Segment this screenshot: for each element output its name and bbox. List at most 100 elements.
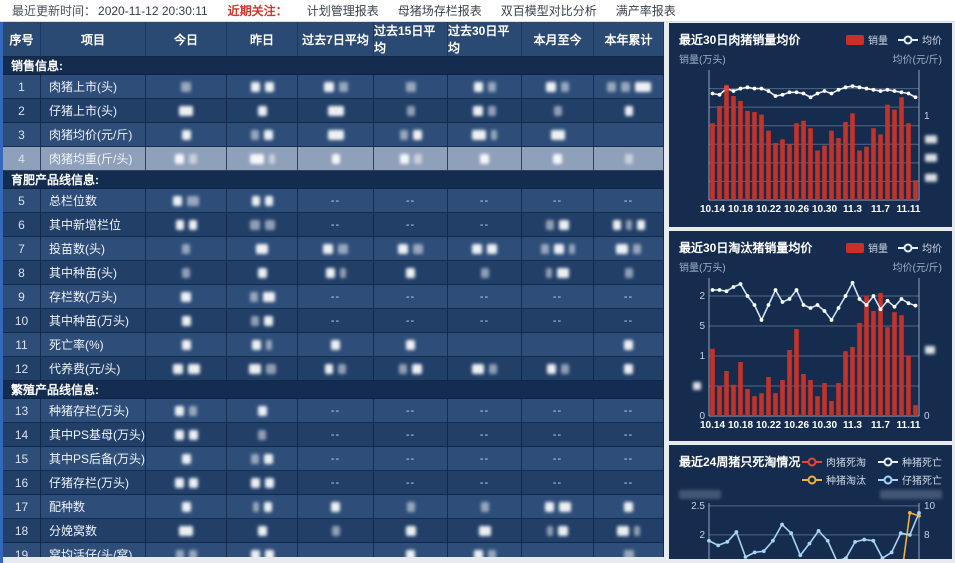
redacted-value-block — [398, 243, 408, 254]
redacted-value-block — [617, 525, 629, 536]
cell-item: 配种数 — [41, 495, 146, 519]
cell-mtd — [522, 495, 594, 519]
table-row[interactable]: 4 肉猪均重(斤/头) — [3, 147, 664, 171]
chart-card-head: 最近30日肉猪销量均价 销量 均价 — [679, 29, 942, 48]
legend-item-仔猪死亡[interactable]: 仔猪死亡 — [878, 472, 942, 487]
legend-item-均价[interactable]: 均价 — [898, 32, 942, 47]
legend-item-种猪淘汰[interactable]: 种猪淘汰 — [802, 472, 866, 487]
svg-text:10.22: 10.22 — [756, 204, 781, 215]
redacted-value-block — [406, 501, 415, 512]
cell-no: 6 — [3, 213, 41, 237]
cell-ytd — [594, 495, 664, 519]
redacted-dash: -- — [405, 290, 416, 303]
svg-text:8: 8 — [924, 530, 930, 541]
redacted-dash: -- — [330, 290, 341, 303]
table-row[interactable]: 7 投苗数(头) — [3, 237, 664, 261]
table-row[interactable]: 9 存栏数(万头) -- -- -- -- -- — [3, 285, 664, 309]
cell-mtd — [522, 333, 594, 357]
redacted-dash: -- — [479, 290, 490, 303]
update-time-label: 最近更新时间： — [12, 4, 97, 18]
redacted-value-block — [268, 153, 275, 164]
cell-no: 11 — [3, 333, 41, 357]
left-axis-title-redacted — [679, 490, 721, 499]
redacted-value-block — [568, 243, 575, 254]
svg-text:11.7: 11.7 — [871, 204, 890, 215]
cell-no: 17 — [3, 495, 41, 519]
cell-no: 8 — [3, 261, 41, 285]
redacted-dash: -- — [552, 404, 563, 417]
redacted-value-block — [553, 243, 564, 254]
cell-yesterday — [227, 333, 298, 357]
cell-no: 16 — [3, 471, 41, 495]
redacted-value-block — [264, 477, 274, 488]
cell-avg15: -- — [374, 309, 448, 333]
column-header-avg30: 过去30日平均 — [448, 22, 522, 57]
cell-item: 存栏数(万头) — [41, 285, 146, 309]
legend-item-销量[interactable]: 销量 — [846, 32, 888, 47]
legend-item-销量[interactable]: 销量 — [846, 240, 888, 255]
svg-text:10.30: 10.30 — [812, 420, 837, 431]
table-row[interactable]: 10 其中种苗(万头) -- -- -- -- -- — [3, 309, 664, 333]
redacted-value-block — [325, 267, 335, 278]
redacted-value-block — [553, 105, 562, 116]
cell-mtd — [522, 357, 594, 381]
cell-item: 肉猪上市(头) — [41, 75, 146, 99]
svg-text:10.26: 10.26 — [784, 204, 809, 215]
table-row[interactable]: 11 死亡率(%) — [3, 333, 664, 357]
cell-ytd: -- — [594, 189, 664, 213]
table-row[interactable]: 17 配种数 — [3, 495, 664, 519]
cell-today — [146, 285, 227, 309]
table-row[interactable]: 6 其中新增栏位 -- -- -- — [3, 213, 664, 237]
table-row[interactable]: 3 肉猪均价(元/斤) — [3, 123, 664, 147]
cell-item: 肉猪均重(斤/头) — [41, 147, 146, 171]
legend-item-种猪死亡[interactable]: 种猪死亡 — [878, 454, 942, 469]
cell-avg30: -- — [448, 447, 522, 471]
cell-item: 肉猪均价(元/斤) — [41, 123, 146, 147]
topbar-link-3[interactable]: 双百模型对比分析 — [500, 4, 597, 18]
table-row[interactable]: 2 仔猪上市(头) — [3, 99, 664, 123]
table-row[interactable]: 18 分娩窝数 — [3, 519, 664, 543]
table-row[interactable]: 8 其中种苗(头) — [3, 261, 664, 285]
column-header-avg7: 过去7日平均 — [298, 22, 374, 57]
table-row[interactable]: 16 仔猪存栏(万头) -- -- -- -- -- — [3, 471, 664, 495]
cell-no: 12 — [3, 357, 41, 381]
table-row[interactable]: 5 总栏位数 -- -- -- -- -- — [3, 189, 664, 213]
table-row[interactable]: 12 代养费(元/头) — [3, 357, 664, 381]
cell-today — [146, 75, 227, 99]
redacted-value-block — [331, 501, 340, 512]
redacted-value-block — [625, 219, 632, 230]
redacted-value-block — [252, 501, 259, 512]
redacted-value-block — [480, 267, 489, 278]
redacted-dash: -- — [552, 452, 563, 465]
cell-ytd: -- — [594, 309, 664, 333]
redacted-value-block — [487, 243, 497, 254]
redacted-value-block — [250, 549, 260, 557]
legend-item-肉猪死淘[interactable]: 肉猪死淘 — [802, 454, 866, 469]
cell-avg15: -- — [374, 189, 448, 213]
axis-labels-row — [679, 490, 942, 499]
topbar-link-1[interactable]: 计划管理报表 — [306, 4, 379, 18]
cell-item: 其中种苗(万头) — [41, 309, 146, 333]
redacted-value-block — [181, 315, 191, 326]
cell-mtd — [522, 543, 594, 557]
redacted-value-block — [264, 81, 274, 92]
table-row[interactable]: 1 肉猪上市(头) — [3, 75, 664, 99]
legend-item-均价[interactable]: 均价 — [898, 240, 942, 255]
table-row[interactable]: 19 窝均活仔(头/窝) — [3, 543, 664, 557]
table-row[interactable]: 13 种猪存栏(万头) -- -- -- -- -- — [3, 399, 664, 423]
topbar-link-4[interactable]: 满产率报表 — [615, 4, 676, 18]
redacted-value-block — [550, 129, 565, 140]
price-line — [712, 85, 916, 99]
redacted-value-block — [473, 549, 483, 557]
redacted-value-block — [489, 363, 497, 374]
cell-today — [146, 309, 227, 333]
redacted-dash: -- — [405, 476, 416, 489]
redacted-value-block — [179, 105, 193, 116]
cell-avg15 — [374, 519, 448, 543]
table-row[interactable]: 14 其中PS基母(万头) -- -- -- -- -- — [3, 423, 664, 447]
cell-no: 3 — [3, 123, 41, 147]
topbar-link-2[interactable]: 母猪场存栏报表 — [397, 4, 482, 18]
table-row[interactable]: 15 其中PS后备(万头) -- -- -- -- -- — [3, 447, 664, 471]
axis-labels-row: 销量(万头) 均价(元/斤) — [679, 51, 942, 66]
cell-no: 10 — [3, 309, 41, 333]
